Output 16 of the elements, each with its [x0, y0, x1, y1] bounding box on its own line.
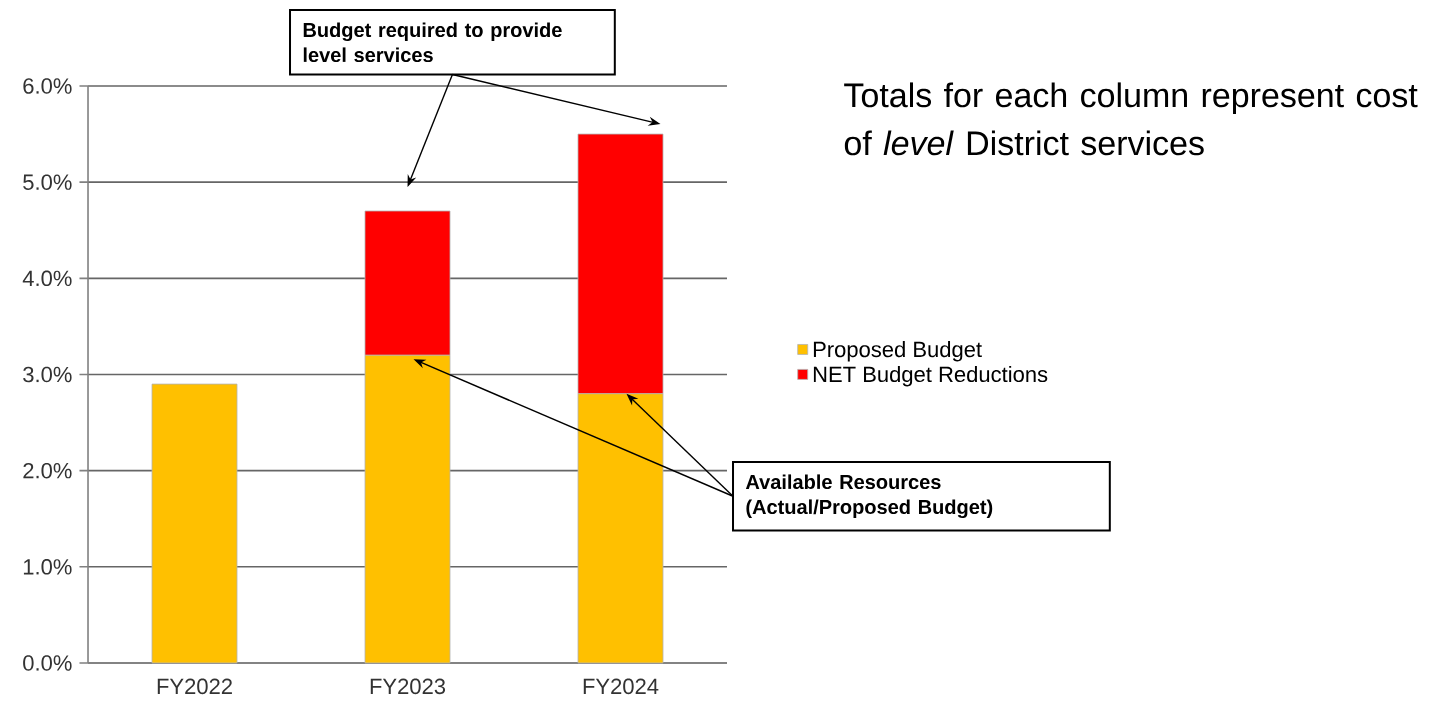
- x-tick-label: FY2022: [157, 678, 232, 695]
- y-tick-label: 1.0%: [23, 559, 72, 575]
- legend-label: Proposed Budget: [813, 341, 982, 362]
- y-tick-label: 2.0%: [23, 462, 72, 479]
- legend-label: NET Budget Reductions: [813, 365, 1048, 387]
- y-tick-label: 5.0%: [23, 174, 72, 190]
- x-tick-label: FY2023: [370, 678, 446, 695]
- y-tick-label: 0.0%: [23, 655, 72, 671]
- y-tick-label: 6.0%: [23, 78, 72, 94]
- text: Budget required to provide level services: [303, 22, 562, 63]
- y-tick-label: 3.0%: [23, 366, 72, 383]
- text: Totals for each column represent cost of level District services: [844, 82, 1418, 156]
- text: Available Resources (Actual/Proposed Budget): [745, 474, 993, 519]
- y-tick-label: 4.0%: [22, 270, 72, 287]
- bar: [151, 383, 238, 664]
- x-tick-label: FY2024: [583, 678, 659, 695]
